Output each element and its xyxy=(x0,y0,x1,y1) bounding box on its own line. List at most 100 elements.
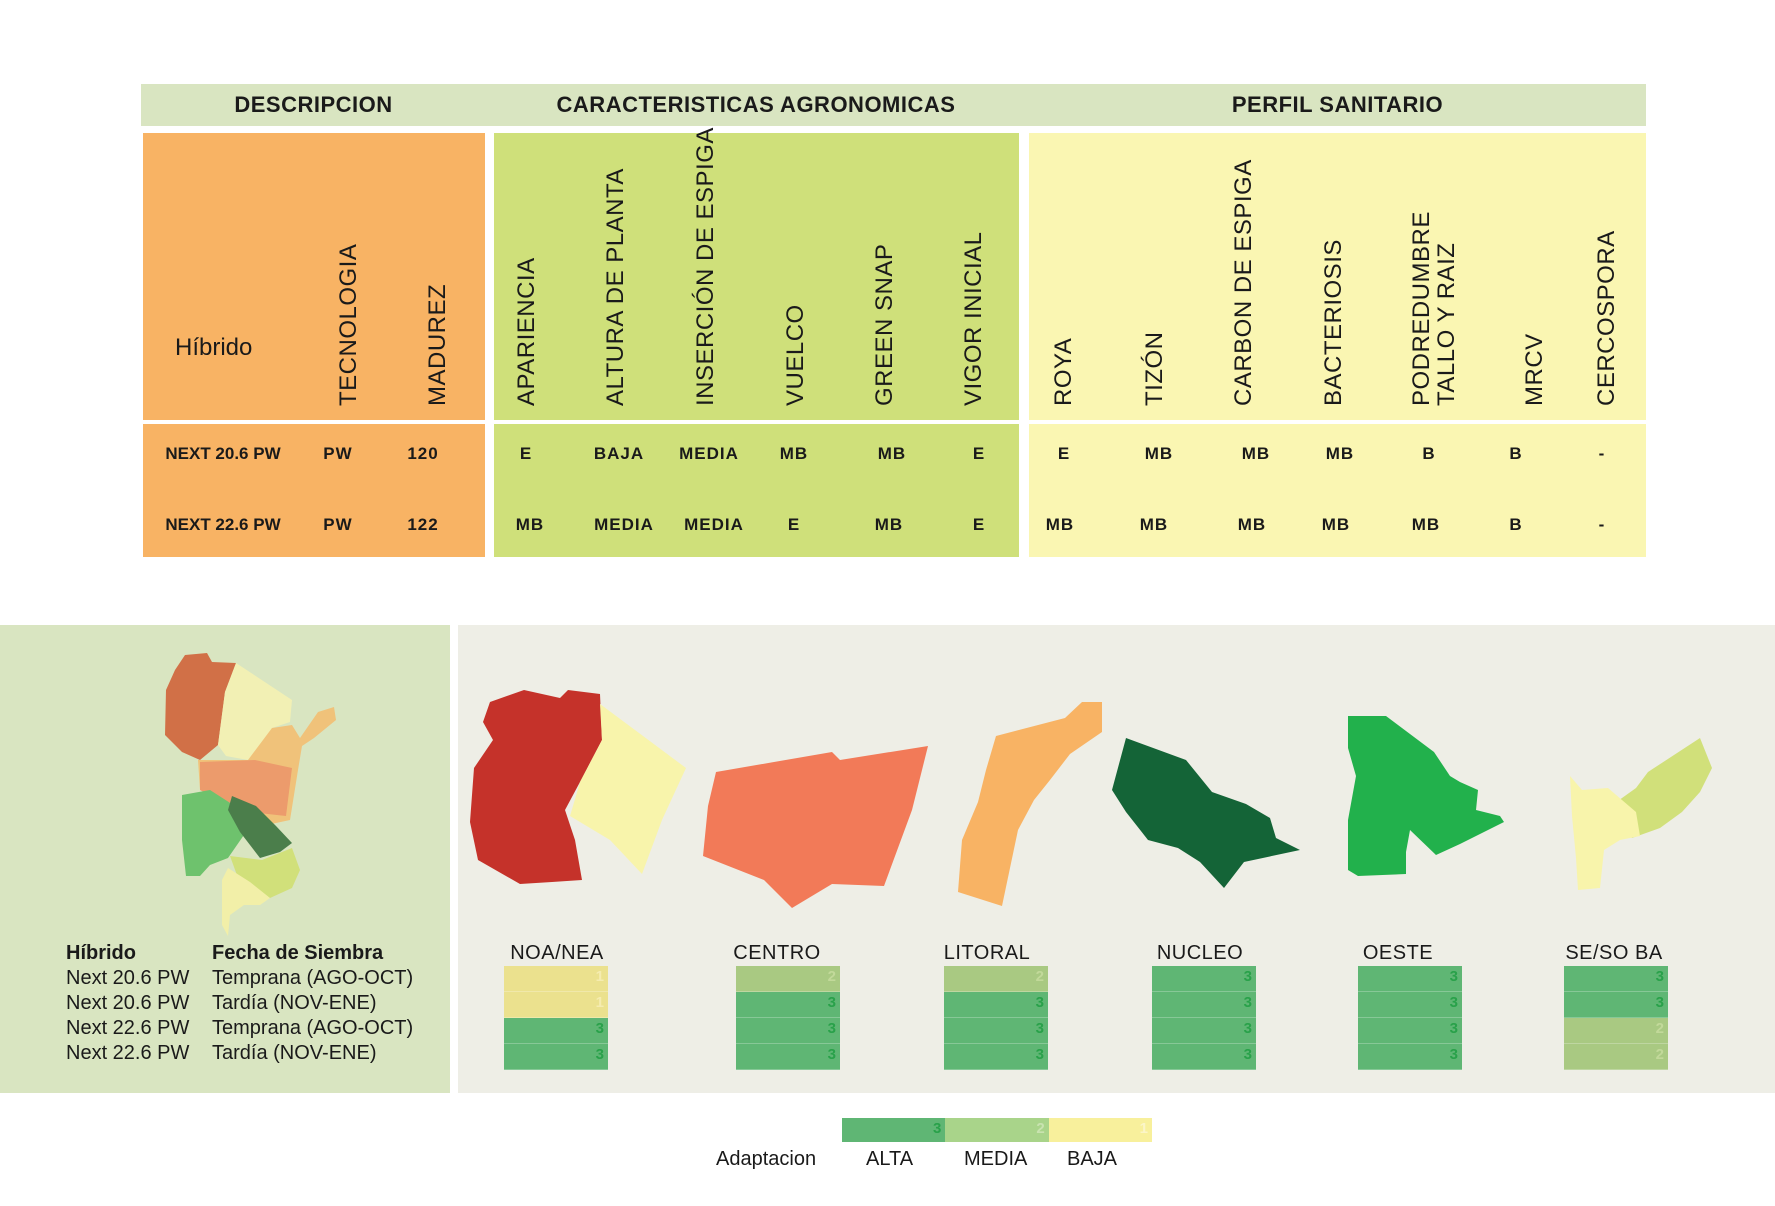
section-descripcion: DESCRIPCION xyxy=(234,92,393,117)
grid-cell-value: 2 xyxy=(1035,968,1044,985)
grid-cell-value: 3 xyxy=(595,1046,604,1063)
region-shape-se-so-ba xyxy=(1570,776,1640,890)
col-insercion: INSERCIÓN DE ESPIGA xyxy=(692,127,719,406)
siembra-row3-hibrido: Next 22.6 PW xyxy=(66,1017,190,1039)
hibrido-column-label: Híbrido xyxy=(175,334,253,361)
scale-label-media: MEDIA xyxy=(964,1148,1028,1170)
scale-segment-value: 3 xyxy=(932,1120,942,1137)
col-tizon: TIZÓN xyxy=(1141,331,1168,407)
col-green-snap: GREEN SNAP xyxy=(871,243,898,406)
row2-apariencia: MB xyxy=(515,515,545,534)
region-shape-noa-nea-east xyxy=(570,704,686,874)
grid-cell: 3 xyxy=(1152,1018,1256,1044)
col-altura: ALTURA DE PLANTA xyxy=(602,168,629,406)
row2-carbon: MB xyxy=(1237,515,1267,534)
region-shape-litoral xyxy=(958,702,1102,906)
region-label-centro: CENTRO xyxy=(733,942,821,964)
region-shape-centro xyxy=(703,746,928,908)
grid-cell-value: 3 xyxy=(1449,968,1458,985)
adaptation-grid-nucleo: 3 3 3 3 xyxy=(1152,966,1256,1070)
region-label-se-so-ba: SE/SO BA xyxy=(1565,942,1663,964)
row1-carbon: MB xyxy=(1241,444,1271,463)
region-shape-nucleo xyxy=(1112,738,1300,888)
row1-roya: E xyxy=(1057,444,1071,463)
siembra-row3-fecha: Temprana (AGO-OCT) xyxy=(212,1017,414,1039)
row1-bacteriosis: MB xyxy=(1325,444,1355,463)
region-label-noa-nea: NOA/NEA xyxy=(510,942,604,964)
grid-cell: 3 xyxy=(736,1044,840,1070)
scale-segment-value: 1 xyxy=(1139,1120,1148,1137)
scale-segment-baja: 1 xyxy=(1048,1118,1152,1142)
siembra-header-hibrido: Híbrido xyxy=(66,942,136,964)
section-sanitario: PERFIL SANITARIO xyxy=(1231,92,1444,117)
grid-cell: 3 xyxy=(944,1018,1048,1044)
col-bacteriosis: BACTERIOSIS xyxy=(1320,239,1347,406)
row1-cercospora: - xyxy=(1598,444,1606,463)
grid-cell: 1 xyxy=(504,992,608,1018)
grid-cell: 3 xyxy=(1564,966,1668,992)
grid-cell-value: 3 xyxy=(1655,968,1664,985)
scale-title: Adaptacion xyxy=(716,1148,817,1170)
descripcion-block: Híbrido TECNOLOGIA MADUREZ NEXT 20.6 PW … xyxy=(143,133,485,557)
region-shapes xyxy=(470,690,1712,908)
row1-tizon: MB xyxy=(1144,444,1174,463)
grid-cell: 3 xyxy=(1564,992,1668,1018)
row1-tecnologia: PW xyxy=(323,444,353,463)
regions-panel xyxy=(458,625,1775,1093)
scale-segment-alta: 3 xyxy=(842,1118,946,1142)
grid-cell: 3 xyxy=(736,1018,840,1044)
sanitario-block: ROYA TIZÓN CARBON DE ESPIGA BACTERIOSIS … xyxy=(1029,133,1646,557)
grid-cell-value: 3 xyxy=(1243,1020,1252,1037)
grid-cell-value: 3 xyxy=(1243,994,1252,1011)
grid-cell-value: 3 xyxy=(1035,1046,1044,1063)
grid-cell-value: 2 xyxy=(1655,1020,1664,1037)
siembra-row1-hibrido: Next 20.6 PW xyxy=(66,967,190,989)
row2-green-snap: MB xyxy=(874,515,904,534)
grid-cell-value: 3 xyxy=(827,994,836,1011)
grid-cell-value: 3 xyxy=(827,1020,836,1037)
grid-cell-value: 3 xyxy=(1243,1046,1252,1063)
header-separator xyxy=(143,420,485,424)
region-label-oeste: OESTE xyxy=(1362,942,1434,964)
row1-altura: BAJA xyxy=(593,444,645,463)
grid-cell: 3 xyxy=(1358,992,1462,1018)
row2-tizon: MB xyxy=(1139,515,1169,534)
adaptation-grid-centro: 2 3 3 3 xyxy=(736,966,840,1070)
col-vigor: VIGOR INICIAL xyxy=(960,231,987,406)
grid-cell-value: 2 xyxy=(827,968,836,985)
row2-altura: MEDIA xyxy=(594,515,654,534)
row2-cercospora: - xyxy=(1598,515,1606,534)
row2-tecnologia: PW xyxy=(323,515,353,534)
grid-cell: 1 xyxy=(504,966,608,992)
grid-cell-value: 1 xyxy=(595,968,604,985)
col-tecnologia: TECNOLOGIA xyxy=(335,243,362,406)
row1-podredumbre: B xyxy=(1422,444,1436,463)
col-cercospora: CERCOSPORA xyxy=(1593,230,1620,406)
header-separator xyxy=(1029,420,1646,424)
grid-cell: 3 xyxy=(944,992,1048,1018)
adaptation-grid-noa-nea: 1 1 3 3 xyxy=(504,966,608,1070)
grid-cell-value: 1 xyxy=(595,994,604,1011)
grid-cell-value: 2 xyxy=(1655,1046,1664,1063)
agronomicas-block: APARIENCIA ALTURA DE PLANTA INSERCIÓN DE… xyxy=(494,127,1019,557)
region-shape-noa-nea xyxy=(470,690,602,884)
row1-vuelco: MB xyxy=(779,444,809,463)
siembra-header-fecha: Fecha de Siembra xyxy=(212,942,384,964)
grid-cell-value: 3 xyxy=(827,1046,836,1063)
adaptation-grid-se-so-ba: 3 3 2 2 xyxy=(1564,966,1668,1070)
grid-cell-value: 3 xyxy=(1449,994,1458,1011)
row2-roya: MB xyxy=(1045,515,1075,534)
row1-hibrido: NEXT 20.6 PW xyxy=(165,444,281,463)
grid-cell: 3 xyxy=(736,992,840,1018)
scale-label-baja: BAJA xyxy=(1067,1148,1118,1170)
grid-cell: 3 xyxy=(1358,1018,1462,1044)
header-separator xyxy=(494,420,1019,424)
siembra-row4-fecha: Tardía (NOV-ENE) xyxy=(212,1042,377,1064)
grid-cell-value: 3 xyxy=(1449,1020,1458,1037)
col-podredumbre-line2: TALLO Y RAIZ xyxy=(1433,242,1460,406)
col-podredumbre-line1: PODREDUMBRE xyxy=(1408,211,1435,406)
siembra-row2-fecha: Tardía (NOV-ENE) xyxy=(212,992,377,1014)
grid-cell-value: 3 xyxy=(1035,994,1044,1011)
siembra-row1-fecha: Temprana (AGO-OCT) xyxy=(212,967,414,989)
col-roya: ROYA xyxy=(1050,337,1077,406)
